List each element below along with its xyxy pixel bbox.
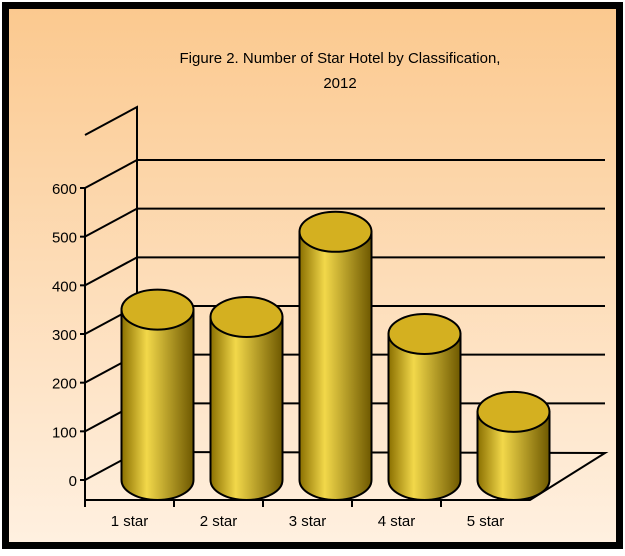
bar: [120, 288, 195, 501]
bar-body: [209, 315, 284, 501]
x-tick-label: 5 star: [467, 513, 505, 530]
y-tick-label: 500: [52, 230, 77, 247]
x-tick-label: 3 star: [289, 513, 327, 530]
chart-subtitle: 2012: [323, 75, 356, 92]
chart-title: Figure 2. Number of Star Hotel by Classi…: [180, 50, 501, 67]
side-wall: [84, 105, 138, 481]
x-tick-label: 2 star: [200, 513, 238, 530]
bar-top: [387, 313, 462, 355]
grid-line: [84, 207, 138, 238]
y-tick-label: 600: [52, 181, 77, 198]
bar-top: [298, 210, 373, 253]
y-tick-label: 100: [52, 424, 77, 441]
bar-body: [387, 333, 462, 501]
bar-body: [120, 308, 195, 501]
bar-top: [209, 295, 284, 338]
bar-body: [298, 230, 373, 501]
y-tick-label: 300: [52, 327, 77, 344]
y-tick-label: 200: [52, 376, 77, 393]
bar: [298, 210, 373, 501]
y-tick-label: 0: [69, 473, 77, 490]
bar-top: [120, 288, 195, 331]
x-tick-label: 1 star: [111, 513, 149, 530]
y-tick-label: 400: [52, 278, 77, 295]
bar-top: [476, 390, 551, 433]
bar-body: [476, 410, 551, 501]
x-tick-label: 4 star: [378, 513, 416, 530]
bar: [209, 295, 284, 501]
bar: [387, 313, 462, 501]
grid-line: [84, 256, 138, 287]
grid-line: [84, 159, 138, 189]
bar: [476, 390, 551, 501]
